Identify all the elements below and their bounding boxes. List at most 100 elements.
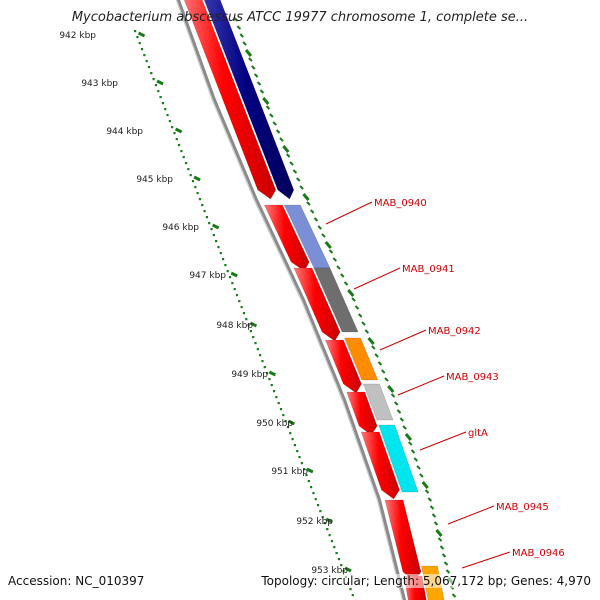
outer-ruler-tick <box>358 313 363 318</box>
inner-ruler-dot <box>147 66 151 69</box>
inner-ruler-dot <box>208 222 211 225</box>
inner-ruler-dot <box>277 402 280 405</box>
inner-ruler-dot <box>235 294 239 297</box>
forward-gene-2[interactable] <box>263 204 310 272</box>
forward-gene-4[interactable] <box>325 339 362 394</box>
outer-ruler-tick <box>374 353 379 358</box>
outer-ruler-tick <box>439 545 445 550</box>
topology-info: Topology: circular; Length: 5,067,172 bp… <box>261 574 591 588</box>
inner-ruler-dot <box>316 504 320 507</box>
gene-MAB_0941[interactable] <box>313 267 359 333</box>
inner-ruler-dot <box>224 264 227 267</box>
inner-ruler-dot <box>326 528 329 531</box>
gene-label-MAB_0940[interactable]: MAB_0940 <box>374 198 427 209</box>
inner-ruler-dot <box>212 234 215 237</box>
outer-ruler-tick <box>364 329 370 334</box>
inner-ruler-dot <box>323 522 327 525</box>
outer-ruler-tick <box>402 425 407 430</box>
inner-ruler-dot <box>168 120 171 123</box>
inner-ruler-dot <box>184 162 188 165</box>
inner-ruler-dot <box>328 534 331 537</box>
outer-ruler-tick <box>404 433 413 441</box>
gene-label-MAB_0943[interactable]: MAB_0943 <box>446 372 499 383</box>
inner-ruler-dot <box>194 186 197 189</box>
gene-gltA[interactable] <box>378 424 419 493</box>
inner-ruler-dot <box>305 474 308 477</box>
inner-ruler-dot <box>261 360 264 363</box>
gene-MAB_0943[interactable] <box>363 383 394 421</box>
inner-ruler-dot <box>259 354 262 357</box>
kbp-major-tick <box>230 271 238 278</box>
inner-ruler-dot <box>240 306 243 309</box>
outer-ruler-tick <box>393 401 399 406</box>
kbp-major-tick <box>193 175 201 182</box>
outer-ruler-tick <box>435 529 443 537</box>
outer-ruler-tick <box>427 497 433 502</box>
outer-ruler-tick <box>437 537 443 542</box>
outer-ruler-tick <box>265 105 271 110</box>
inner-ruler-dot <box>134 30 137 33</box>
outer-ruler-tick <box>380 369 386 374</box>
forward-gene-1[interactable] <box>180 0 277 200</box>
gene-leader-line <box>379 329 427 351</box>
outer-ruler-tick <box>343 281 349 286</box>
outer-ruler-tick <box>451 593 457 598</box>
outer-ruler-tick <box>433 521 439 526</box>
kbp-major-tick <box>344 566 352 573</box>
inner-ruler-dot <box>191 180 195 183</box>
inner-ruler-dot <box>303 468 306 471</box>
inner-ruler-dot <box>215 240 218 243</box>
kbp-major-tick <box>211 223 220 230</box>
kbp-label: 942 kbp <box>59 31 96 41</box>
outer-ruler-tick <box>431 513 437 518</box>
forward-gene-6[interactable] <box>360 431 400 500</box>
inner-ruler-dot <box>249 330 252 333</box>
inner-ruler-dot <box>349 588 352 591</box>
inner-ruler-dot <box>247 324 250 327</box>
gene-label-MAB_0945[interactable]: MAB_0945 <box>496 502 549 513</box>
kbp-major-tick <box>268 370 277 377</box>
inner-ruler-dot <box>335 552 338 555</box>
inner-ruler-dot <box>242 312 246 315</box>
inner-ruler-dot <box>238 300 241 303</box>
outer-ruler-tick <box>347 289 355 297</box>
outer-ruler-tick <box>239 33 244 38</box>
inner-ruler-dot <box>268 378 271 381</box>
gene-label-gltA[interactable]: gltA <box>468 428 488 439</box>
outer-ruler-tick <box>367 337 375 345</box>
inner-ruler-dot <box>245 318 248 321</box>
inner-ruler-dot <box>217 246 220 249</box>
outer-ruler-tick <box>399 417 405 422</box>
accession-info: Accession: NC_010397 <box>8 574 145 588</box>
forward-gene-3[interactable] <box>293 267 341 342</box>
gene-label-MAB_0942[interactable]: MAB_0942 <box>428 326 481 337</box>
forward-gene-5[interactable] <box>346 391 378 436</box>
gene-label-MAB_0941[interactable]: MAB_0941 <box>402 264 455 275</box>
inner-ruler-dot <box>226 270 229 273</box>
inner-ruler-dot <box>263 366 266 369</box>
gene-label-MAB_0946[interactable]: MAB_0946 <box>512 548 565 559</box>
inner-ruler-dot <box>189 174 192 177</box>
outer-ruler-tick <box>248 57 253 62</box>
kbp-label: 952 kbp <box>296 517 333 527</box>
outer-ruler-tick <box>407 441 413 446</box>
inner-ruler-dot <box>319 510 322 513</box>
inner-ruler-dot <box>300 462 303 465</box>
inner-ruler-dot <box>266 372 269 375</box>
navy-gene[interactable] <box>200 0 295 200</box>
outer-ruler-tick <box>328 249 334 254</box>
outer-ruler-tick <box>410 449 416 454</box>
inner-ruler-dot <box>175 138 178 141</box>
kbp-label: 943 kbp <box>81 79 118 89</box>
gene-MAB_0942[interactable] <box>344 337 379 381</box>
outer-ruler-tick <box>299 185 304 190</box>
outer-ruler-tick <box>413 457 419 462</box>
outer-ruler-tick <box>272 121 277 126</box>
kbp-major-tick <box>174 127 183 134</box>
inner-ruler-dot <box>171 126 174 129</box>
outer-ruler-tick <box>396 409 402 414</box>
outer-ruler-tick <box>317 225 322 230</box>
inner-ruler-dot <box>314 498 317 501</box>
outer-ruler-tick <box>309 209 315 214</box>
